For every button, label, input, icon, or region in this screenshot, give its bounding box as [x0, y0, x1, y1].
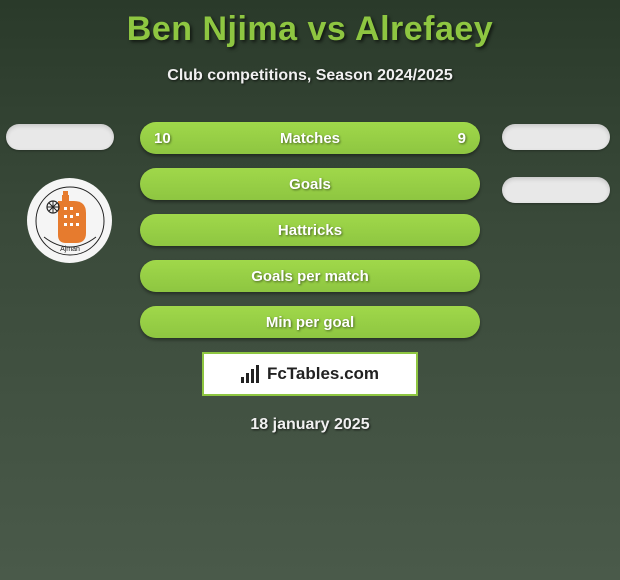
stat-row-matches: 10 Matches 9 [140, 122, 480, 154]
player-right-badge-1 [502, 124, 610, 150]
player-right-badge-2 [502, 177, 610, 203]
page-title: Ben Njima vs Alrefaey [0, 0, 620, 49]
stat-row-goals: Goals [140, 168, 480, 200]
stat-row-mpg: Min per goal [140, 306, 480, 338]
brand-box[interactable]: FcTables.com [202, 352, 418, 396]
stat-label: Matches [280, 130, 340, 147]
date-label: 18 january 2025 [140, 416, 480, 434]
stats-rows: 10 Matches 9 Goals Hattricks Goals per m… [140, 122, 480, 434]
stat-left-value: 10 [154, 130, 171, 147]
stat-label: Goals [289, 176, 331, 193]
stat-row-hattricks: Hattricks [140, 214, 480, 246]
chart-bars-icon [241, 365, 259, 383]
brand-text: FcTables.com [267, 364, 379, 384]
stat-label: Goals per match [251, 268, 369, 285]
stat-label: Hattricks [278, 222, 342, 239]
club-crest-left: Ajman [27, 178, 112, 263]
stat-row-gpm: Goals per match [140, 260, 480, 292]
player-left-badge [6, 124, 114, 150]
club-logo-icon: Ajman [34, 185, 106, 257]
svg-text:Ajman: Ajman [60, 246, 80, 253]
stat-label: Min per goal [266, 314, 354, 331]
subtitle: Club competitions, Season 2024/2025 [0, 67, 620, 85]
stat-right-value: 9 [458, 130, 466, 147]
